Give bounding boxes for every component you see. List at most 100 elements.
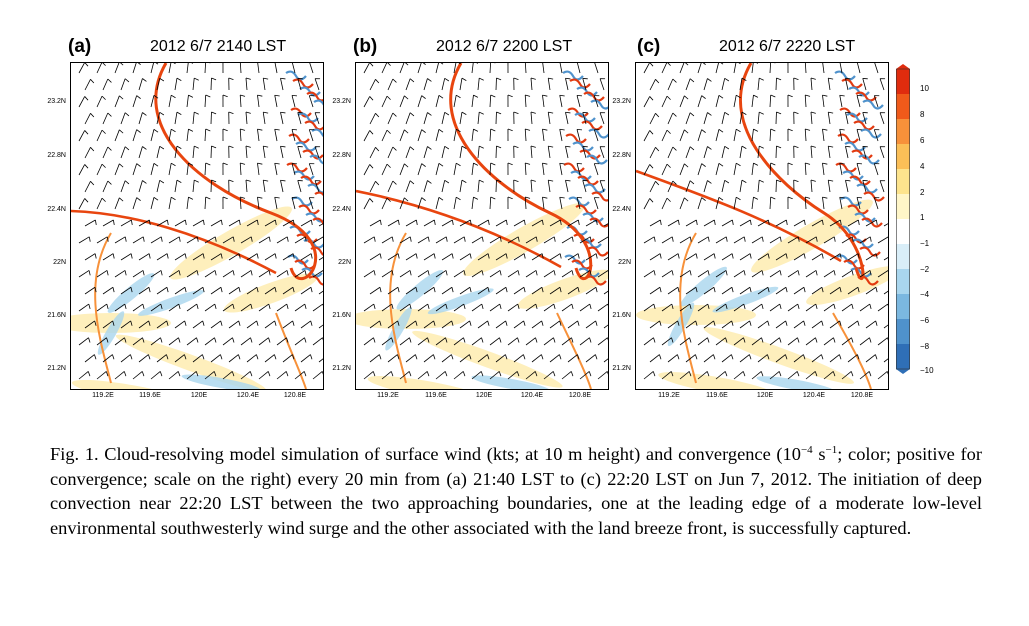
wind-barb-flag (822, 94, 828, 97)
wind-barb-flag (741, 77, 747, 81)
wind-barb-flag (793, 145, 799, 148)
wind-barb-flag (228, 111, 234, 114)
wind-barb-flag (124, 236, 127, 242)
wind-barb-flag (124, 303, 127, 310)
wind-barb-flag (725, 270, 728, 276)
wind-barb-flag (577, 320, 580, 326)
wind-barb (245, 146, 248, 159)
wind-barb-flag (695, 253, 698, 259)
wind-barb-flag (828, 145, 834, 148)
wind-barb (829, 354, 840, 363)
wind-barb-flag (176, 179, 182, 183)
wind-barb (489, 337, 500, 346)
wind-barb-flag (184, 253, 187, 259)
wind-barb-flag (373, 337, 376, 343)
wind-barb-flag (274, 196, 280, 199)
wind-barb (96, 236, 108, 244)
wind-barb (841, 303, 853, 312)
wind-barb (804, 196, 807, 210)
wind-barb (132, 236, 144, 244)
wind-barb (679, 337, 690, 346)
wind-barb (865, 253, 877, 261)
wind-barb-flag (427, 112, 432, 116)
mountain-band (842, 170, 864, 181)
wind-barb (703, 78, 708, 91)
wind-barb-flag (415, 320, 418, 326)
wind-barb (168, 163, 172, 176)
wind-barb (703, 354, 714, 363)
colorbar-segment (896, 294, 910, 320)
wind-barb (245, 112, 248, 125)
wind-barb (168, 129, 172, 142)
lat-tick: 21.6N (47, 312, 66, 319)
wind-barb (775, 219, 787, 227)
mountain-band (309, 154, 323, 165)
wind-barb (873, 95, 879, 108)
wind-barb (823, 270, 835, 278)
wind-barb (204, 236, 216, 244)
wind-barb (435, 270, 447, 278)
wind-barb (441, 286, 453, 295)
wind-barb-flag (257, 196, 263, 199)
wind-barb (576, 95, 581, 108)
wind-barb-flag (695, 219, 698, 225)
wind-barb (495, 286, 507, 295)
wind-barb-flag (785, 253, 788, 259)
wind-barb-flag (553, 303, 556, 310)
wind-barb (441, 78, 446, 91)
wind-barb-flag (369, 96, 374, 101)
wind-barb-flag (222, 128, 228, 132)
convergence-area (751, 199, 873, 273)
mountain-band (860, 128, 882, 139)
wind-barb (703, 320, 714, 329)
wind-barb-flag (868, 371, 872, 377)
wind-barb (661, 95, 668, 108)
wind-barb (715, 95, 720, 108)
wind-barb (246, 354, 257, 363)
wind-barb-flag (851, 270, 854, 276)
wind-barb-flag (725, 236, 728, 242)
wind-barb-flag (797, 270, 800, 276)
wind-barb (661, 371, 672, 380)
wind-barb-flag (391, 303, 394, 310)
wind-barb-flag (666, 163, 671, 168)
wind-barb (739, 180, 743, 193)
wind-barb-flag (761, 303, 764, 310)
wind-barb (524, 196, 527, 210)
wind-barb (192, 112, 195, 125)
wind-barb (423, 78, 428, 91)
mountain-band (853, 120, 875, 131)
mountain-band (306, 91, 323, 102)
wind-barb (471, 197, 474, 210)
wind-barb-flag (839, 219, 842, 225)
wind-barb-flag (94, 287, 97, 293)
divergence-area (138, 290, 204, 316)
wind-barb-flag (776, 145, 782, 149)
wind-barb (661, 236, 673, 244)
wind-barb-flag (779, 236, 782, 242)
mountain-band (581, 120, 603, 131)
wind-barb-flag (671, 337, 674, 343)
wind-barb (132, 337, 143, 346)
wind-barb-flag (409, 146, 415, 151)
colorbar-segment (896, 94, 910, 120)
mountain-band (863, 191, 885, 202)
wind-barb-flag (479, 77, 484, 81)
wind-barb (297, 146, 302, 159)
wind-barb-flag (461, 77, 467, 81)
wind-barb-flag (240, 94, 246, 97)
lat-tick: 21.2N (47, 365, 66, 372)
wind-barb (300, 320, 311, 329)
wind-barb (405, 146, 411, 159)
wind-barb (703, 286, 715, 295)
wind-barb (168, 337, 179, 346)
wind-barb-flag (735, 162, 741, 167)
wind-barb-flag (148, 287, 151, 293)
divergence-area (181, 374, 261, 389)
wind-barb-flag (689, 146, 695, 151)
wind-barb-flag (770, 128, 776, 132)
wind-barb (775, 320, 786, 329)
wind-barb (387, 78, 394, 91)
wind-barb (138, 253, 150, 261)
lat-tick: 22N (338, 259, 351, 266)
